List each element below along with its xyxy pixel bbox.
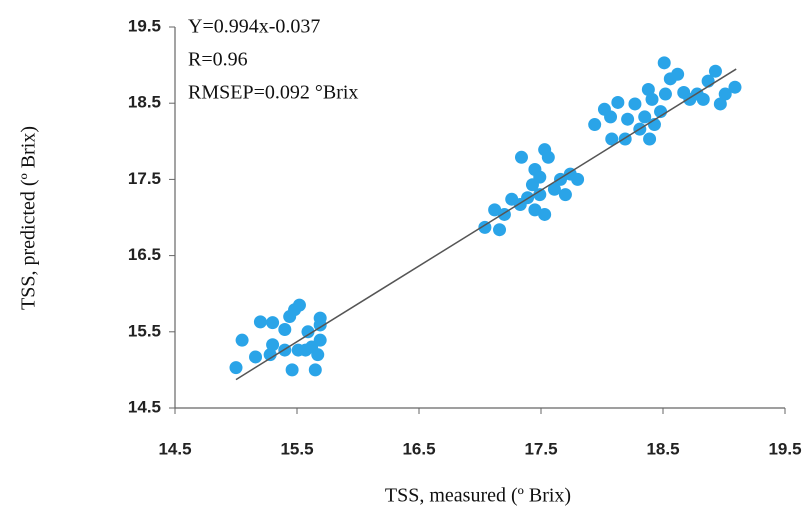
point (658, 87, 672, 101)
fit-line (235, 68, 737, 381)
point (671, 67, 685, 81)
point (641, 82, 655, 96)
point (628, 97, 642, 111)
y-axis-title: TSS, predicted (º Brix) (18, 126, 40, 310)
point (249, 350, 263, 364)
point (718, 87, 732, 101)
point (713, 97, 727, 111)
point (514, 150, 528, 164)
point (263, 348, 277, 362)
point (538, 143, 552, 157)
point (313, 311, 327, 325)
x-axis-title: TSS, measured (º Brix) (385, 485, 571, 507)
point (708, 64, 722, 78)
point (493, 223, 507, 237)
y-tick-label: 18.5 (128, 93, 161, 112)
point (643, 132, 657, 146)
point (229, 361, 243, 375)
x-tick-label: 15.5 (280, 439, 313, 458)
point (301, 325, 315, 339)
point (533, 188, 547, 202)
point (285, 363, 299, 377)
annotation: Y=0.994x-0.037 (188, 16, 320, 38)
point (728, 80, 742, 94)
point (638, 110, 652, 124)
y-tick-label: 16.5 (128, 245, 161, 264)
point (528, 203, 542, 217)
x-tick-label: 19.5 (768, 439, 801, 458)
point (696, 92, 710, 106)
point (645, 92, 659, 106)
point (266, 316, 280, 330)
y-tick-label: 15.5 (128, 321, 161, 340)
point (605, 132, 619, 146)
annotation: R=0.96 (188, 49, 248, 71)
point (488, 203, 502, 217)
x-tick-label: 18.5 (646, 439, 679, 458)
point (278, 323, 292, 337)
point (571, 172, 585, 186)
y-tick-label: 19.5 (128, 16, 161, 35)
point (533, 170, 547, 184)
point (588, 118, 602, 132)
y-tick-label: 14.5 (128, 397, 161, 416)
point (253, 315, 267, 329)
point (266, 338, 280, 352)
point (235, 333, 249, 347)
point (547, 182, 561, 196)
y-tick-label: 17.5 (128, 169, 161, 188)
point (657, 56, 671, 70)
point (313, 333, 327, 347)
point (292, 298, 306, 312)
point (478, 220, 492, 234)
x-tick-label: 17.5 (524, 439, 557, 458)
x-tick-label: 16.5 (402, 439, 435, 458)
point (621, 112, 635, 126)
point (538, 207, 552, 221)
point (308, 363, 322, 377)
annotation: RMSEP=0.092 °Brix (188, 82, 358, 104)
point (283, 310, 297, 324)
point (604, 110, 618, 124)
point (311, 348, 325, 362)
x-tick-label: 14.5 (158, 439, 191, 458)
point (611, 95, 625, 109)
point (558, 188, 572, 202)
